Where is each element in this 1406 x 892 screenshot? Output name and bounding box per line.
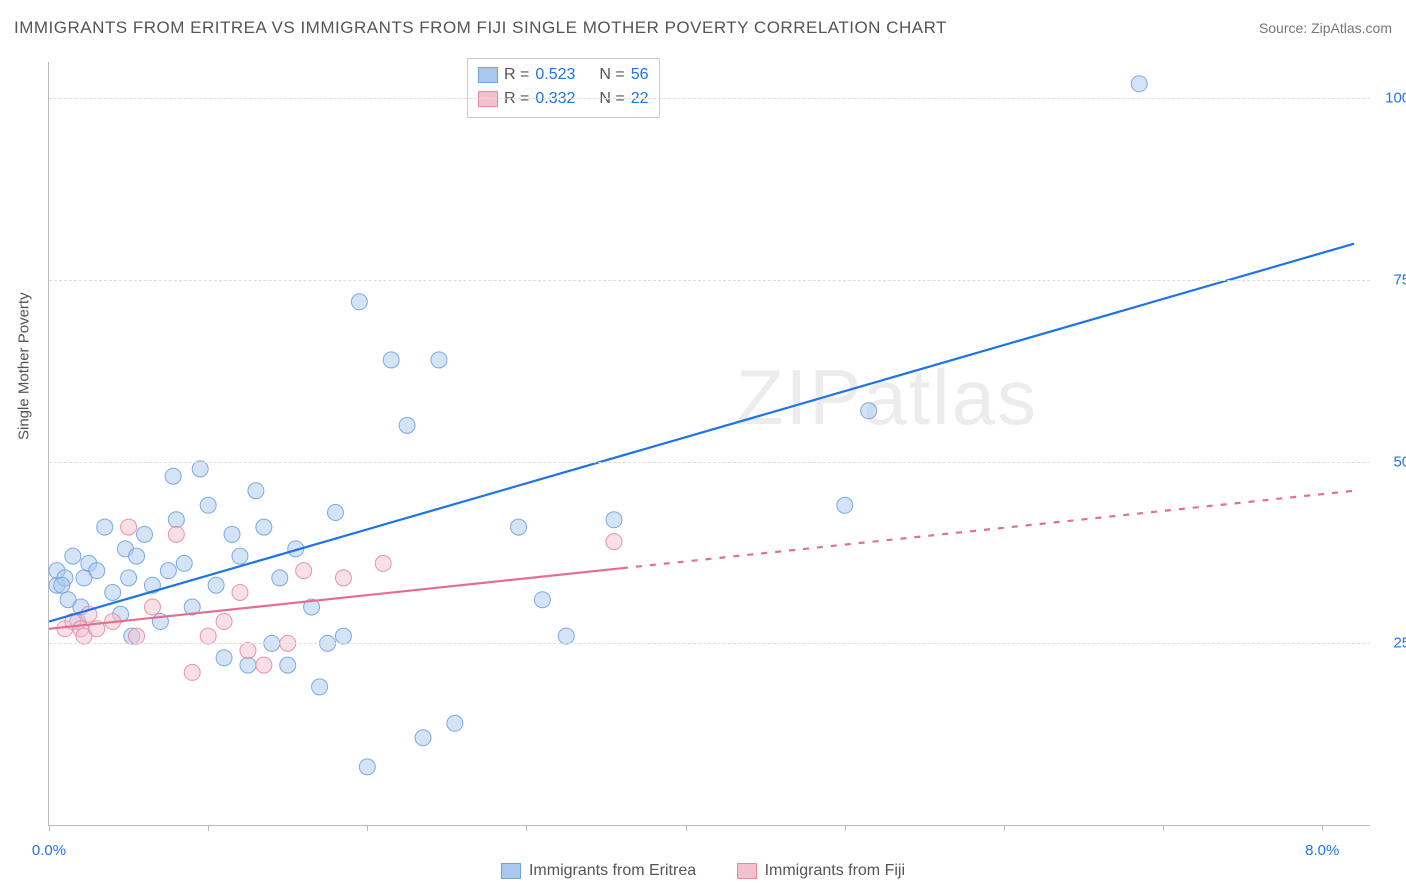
data-point [192,461,208,477]
x-tick [526,825,527,831]
data-point [184,664,200,680]
data-point [534,592,550,608]
data-point [447,715,463,731]
swatch-eritrea [478,67,498,83]
data-point [256,519,272,535]
data-point [415,730,431,746]
data-point [375,555,391,571]
data-point [335,570,351,586]
legend-r-label: R = [504,66,529,84]
y-tick-label: 75.0% [1376,272,1406,289]
gridline [49,462,1370,463]
gridline [49,98,1370,99]
x-tick [845,825,846,831]
x-tick [686,825,687,831]
legend-label-eritrea: Immigrants from Eritrea [529,862,696,880]
data-point [160,563,176,579]
data-point [216,650,232,666]
data-point [165,468,181,484]
source-link[interactable]: ZipAtlas.com [1311,20,1392,36]
correlation-legend: R = 0.523 N = 56 R = 0.332 N = 22 [467,58,660,118]
y-axis-label: Single Mother Poverty [16,292,33,440]
data-point [129,548,145,564]
x-tick [1004,825,1005,831]
data-point [256,657,272,673]
data-point [280,657,296,673]
scatter-svg [49,62,1370,825]
data-point [606,512,622,528]
data-point [136,526,152,542]
x-tick [367,825,368,831]
trend-line [622,491,1354,568]
chart-container: IMMIGRANTS FROM ERITREA VS IMMIGRANTS FR… [0,0,1406,892]
series-legend: Immigrants from Eritrea Immigrants from … [0,862,1406,884]
x-tick [1163,825,1164,831]
data-point [327,505,343,521]
y-tick-label: 100.0% [1376,90,1406,107]
data-point [168,526,184,542]
legend-n-value-eritrea: 56 [631,66,649,84]
gridline [49,280,1370,281]
data-point [168,512,184,528]
data-point [837,497,853,513]
legend-item-eritrea: Immigrants from Eritrea [501,862,696,880]
data-point [272,570,288,586]
data-point [240,657,256,673]
data-point [176,555,192,571]
swatch-eritrea [501,863,521,879]
data-point [511,519,527,535]
data-point [431,352,447,368]
swatch-fiji [737,863,757,879]
source-attribution: Source: ZipAtlas.com [1259,20,1392,36]
data-point [1131,76,1147,92]
data-point [383,352,399,368]
data-point [399,417,415,433]
plot-area: ZIPatlas R = 0.523 N = 56 R = 0.332 N = … [48,62,1370,826]
source-prefix: Source: [1259,20,1311,36]
data-point [232,584,248,600]
data-point [129,628,145,644]
y-tick-label: 50.0% [1376,453,1406,470]
legend-r-value-eritrea: 0.523 [535,66,575,84]
data-point [606,534,622,550]
data-point [89,563,105,579]
data-point [65,548,81,564]
data-point [105,584,121,600]
data-point [558,628,574,644]
gridline [49,643,1370,644]
data-point [359,759,375,775]
legend-row-eritrea: R = 0.523 N = 56 [478,63,649,87]
data-point [248,483,264,499]
trend-line [49,244,1354,622]
x-tick [208,825,209,831]
data-point [240,643,256,659]
data-point [335,628,351,644]
data-point [224,526,240,542]
data-point [861,403,877,419]
y-tick-label: 25.0% [1376,635,1406,652]
data-point [208,577,224,593]
x-tick-label: 0.0% [32,842,66,859]
data-point [232,548,248,564]
data-point [200,628,216,644]
data-point [351,294,367,310]
data-point [200,497,216,513]
data-point [296,563,312,579]
data-point [54,577,70,593]
x-tick-label: 8.0% [1305,842,1339,859]
data-point [121,570,137,586]
legend-label-fiji: Immigrants from Fiji [765,862,905,880]
data-point [121,519,137,535]
x-tick [49,825,50,831]
data-point [144,599,160,615]
x-tick [1322,825,1323,831]
legend-item-fiji: Immigrants from Fiji [737,862,905,880]
data-point [312,679,328,695]
data-point [216,614,232,630]
chart-title: IMMIGRANTS FROM ERITREA VS IMMIGRANTS FR… [14,18,947,38]
data-point [97,519,113,535]
legend-n-label: N = [599,66,624,84]
